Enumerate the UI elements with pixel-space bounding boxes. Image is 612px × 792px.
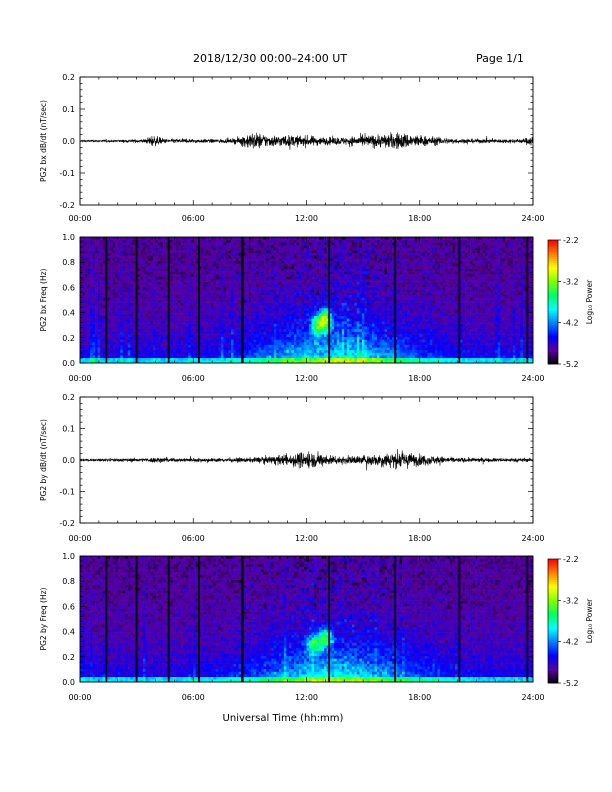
colorbar-by (547, 558, 561, 684)
panel-1-x-tick-label: 18:00 (408, 214, 431, 223)
panel-2-y-tick-label: 1.0 (62, 233, 75, 242)
panel-3-y-tick-label: -0.1 (59, 488, 75, 497)
panel-4-y-tick-label: 1.0 (62, 552, 75, 561)
page-number: Page 1/1 (476, 52, 524, 65)
panel-1-y-tick-label: 0.0 (62, 137, 75, 146)
panel-1-y-tick-label: -0.2 (59, 201, 75, 210)
colorbar-tick-label: -5.2 (563, 679, 579, 688)
panel-1-x-tick-label: 12:00 (295, 214, 318, 223)
panel-2-ticks (79, 236, 534, 364)
panel-4-spectrogram (80, 556, 534, 683)
panel-3-time-series (79, 449, 534, 471)
panel-3-y-axis-label: PG2 by dB/dt (nT/sec) (39, 419, 48, 501)
panel-1-signal-line (79, 132, 534, 150)
panel-1-y-axis-label: PG2 bx dB/dt (nT/sec) (39, 100, 48, 182)
colorbar-label: Log₁₀ Power (585, 279, 594, 324)
page-title: 2018/12/30 00:00–24:00 UT (193, 52, 348, 65)
panel-3-x-tick-label: 18:00 (408, 534, 431, 543)
panel-2-y-tick-label: 0.6 (62, 283, 75, 292)
panel-2-x-tick-label: 06:00 (182, 374, 205, 383)
panel-4-x-tick-label: 06:00 (182, 693, 205, 702)
panel-2-y-tick-label: 0.8 (62, 258, 75, 267)
panel-2-x-tick-label: 12:00 (295, 374, 318, 383)
panel-3-ticks (79, 396, 534, 524)
colorbar-tick-label: -3.2 (563, 596, 579, 605)
panel-1-time-series (79, 132, 534, 150)
colorbar-tick-label: -2.2 (563, 236, 579, 245)
panel-3-x-tick-label: 06:00 (182, 534, 205, 543)
panel-1-x-tick-label: 24:00 (521, 214, 544, 223)
panel-1-y-tick-label: 0.2 (62, 73, 75, 82)
panel-1-x-tick-label: 06:00 (182, 214, 205, 223)
panel-3-signal-line (79, 449, 534, 471)
panel-2-y-axis-label: PG2 bx Freq (Hz) (39, 268, 48, 331)
panel-4-ticks (79, 555, 534, 683)
panel-3-y-tick-label: -0.2 (59, 519, 75, 528)
panel-1-y-tick-label: -0.1 (59, 169, 75, 178)
panel-3-y-tick-label: 0.0 (62, 456, 75, 465)
panel-4-y-axis-label: PG2 by Freq (Hz) (39, 587, 48, 650)
panel-1-ticks (79, 76, 534, 206)
x-axis-title: Universal Time (hh:mm) (223, 713, 344, 724)
colorbar-tick-label: -5.2 (563, 360, 579, 369)
panel-1-y-tick-label: 0.1 (62, 105, 75, 114)
panel-3-x-tick-label: 00:00 (68, 534, 91, 543)
panel-4-y-tick-label: 0.6 (62, 602, 75, 611)
panel-4-x-tick-label: 24:00 (521, 693, 544, 702)
panel-1-x-tick-label: 00:00 (68, 214, 91, 223)
panel-3-y-tick-label: 0.2 (62, 393, 75, 402)
colorbar-bx (547, 239, 561, 365)
panel-3-y-tick-label: 0.1 (62, 425, 75, 434)
colorbar-tick-label: -3.2 (563, 277, 579, 286)
colorbar-tick-label: -2.2 (563, 555, 579, 564)
panel-2-x-tick-label: 00:00 (68, 374, 91, 383)
panel-4-y-tick-label: 0.0 (62, 678, 75, 687)
colorbar-tick-label: -4.2 (563, 638, 579, 647)
panel-2-x-tick-label: 24:00 (521, 374, 544, 383)
panel-4-x-tick-label: 12:00 (295, 693, 318, 702)
panel-4-x-tick-label: 00:00 (68, 693, 91, 702)
panel-2-y-tick-label: 0.0 (62, 359, 75, 368)
panel-3-x-tick-label: 24:00 (521, 534, 544, 543)
panel-2-y-tick-label: 0.2 (62, 334, 75, 343)
colorbar-tick-label: -4.2 (563, 319, 579, 328)
panel-2-x-tick-label: 18:00 (408, 374, 431, 383)
panel-3-x-tick-label: 12:00 (295, 534, 318, 543)
panel-4-x-tick-label: 18:00 (408, 693, 431, 702)
panel-4-y-tick-label: 0.8 (62, 577, 75, 586)
panel-4-y-tick-label: 0.2 (62, 653, 75, 662)
colorbar-label: Log₁₀ Power (585, 598, 594, 643)
panel-2-y-tick-label: 0.4 (62, 309, 75, 318)
panel-4-y-tick-label: 0.4 (62, 628, 75, 637)
panel-2-spectrogram (80, 237, 534, 364)
